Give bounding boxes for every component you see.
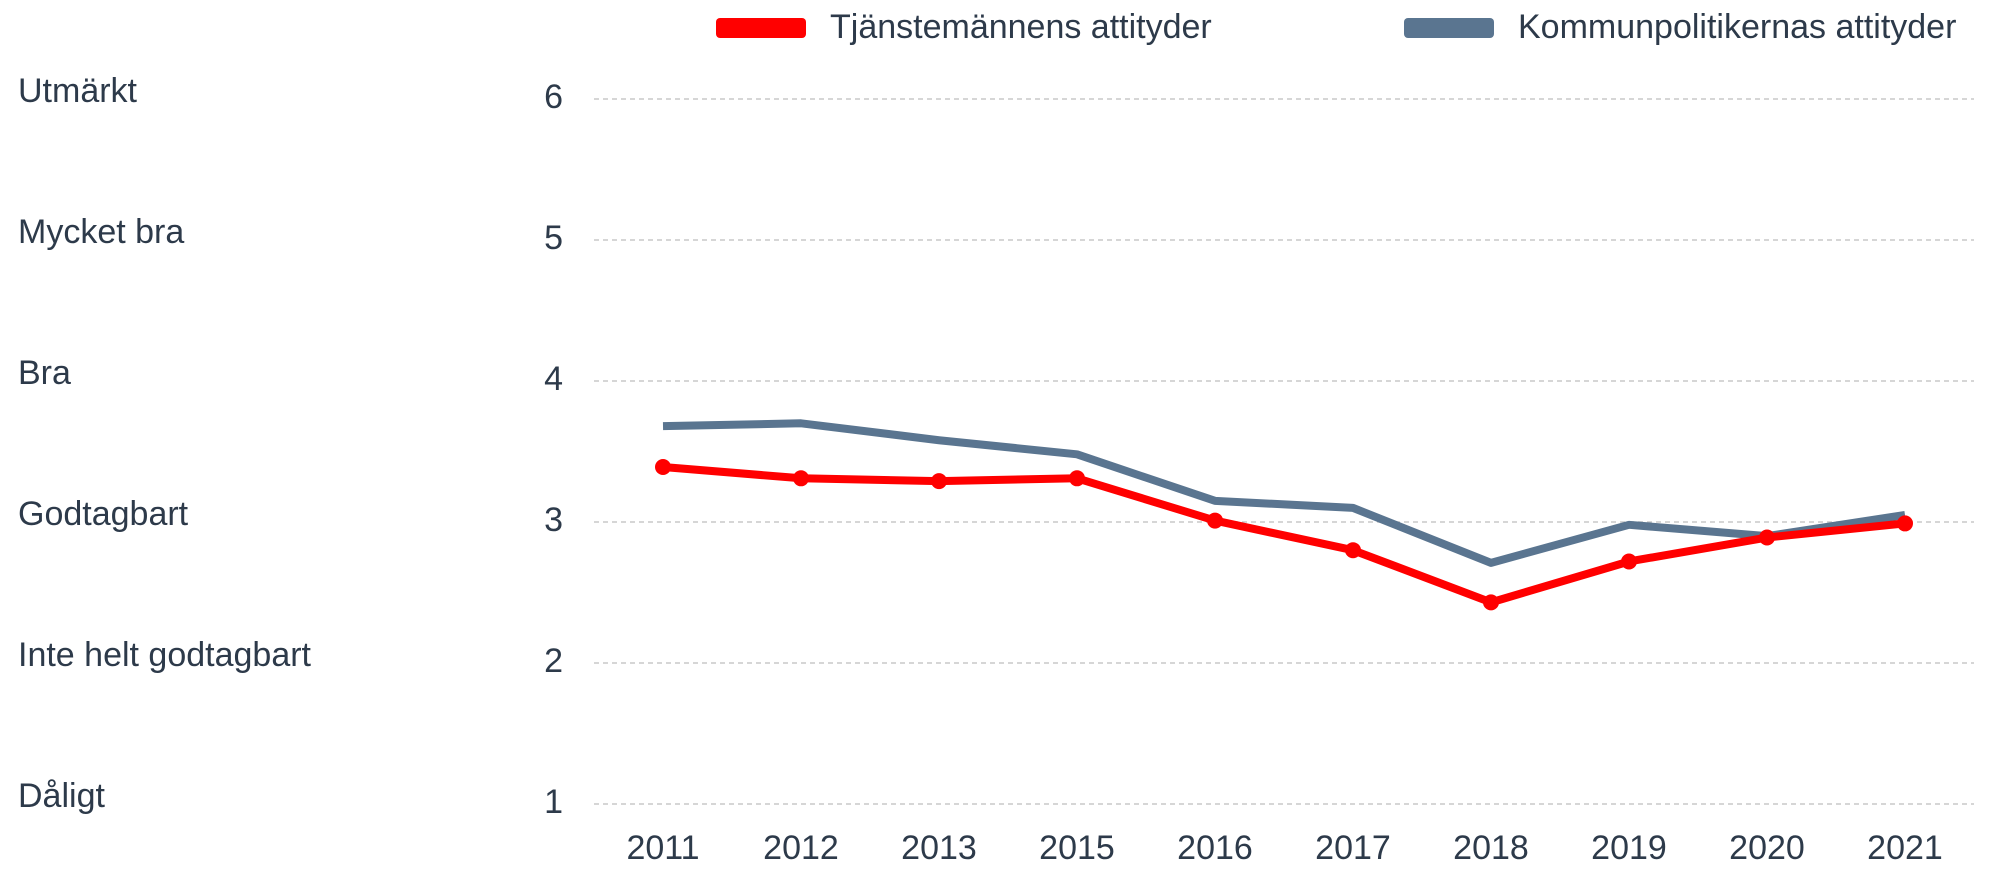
legend-label: Kommunpolitikernas attityder [1518, 8, 1956, 46]
y-tick-label: 6 [544, 78, 563, 116]
point-marker [1345, 542, 1361, 559]
x-tick-label: 2021 [1867, 829, 1943, 867]
series-line [662, 419, 1906, 567]
y-tick-description: Bra [18, 354, 71, 392]
point-marker [793, 470, 809, 487]
y-tick-description: Inte helt godtagbart [18, 636, 312, 674]
x-tick-label: 2012 [763, 829, 839, 867]
series-line [662, 463, 1906, 607]
point-marker [931, 473, 947, 490]
y-tick-label: 4 [544, 360, 563, 398]
y-tick-label: 1 [544, 783, 563, 821]
point-marker [1483, 594, 1499, 611]
x-tick-label: 2019 [1591, 829, 1667, 867]
y-tick-description: Dåligt [18, 777, 105, 815]
x-tick-label: 2018 [1453, 829, 1529, 867]
y-tick-label: 5 [544, 219, 563, 257]
x-tick-label: 2011 [626, 829, 699, 867]
point-marker [1207, 512, 1223, 529]
x-tick-label: 2017 [1315, 829, 1391, 867]
point-marker [655, 459, 671, 476]
point-marker [1069, 470, 1085, 487]
legend-swatch [1404, 18, 1494, 38]
point-marker [1897, 515, 1913, 532]
point-marker [1759, 529, 1775, 546]
y-tick-description: Utmärkt [18, 72, 138, 110]
x-tick-label: 2013 [901, 829, 977, 867]
y-tick-label: 3 [544, 501, 563, 539]
x-tick-label: 2015 [1039, 829, 1115, 867]
y-tick-label: 2 [544, 642, 563, 680]
x-tick-label: 2020 [1729, 829, 1805, 867]
legend-label: Tjänstemännens attityder [830, 8, 1212, 46]
point-marker [1621, 553, 1637, 570]
y-tick-description: Godtagbart [18, 495, 189, 533]
y-tick-description: Mycket bra [18, 213, 184, 251]
x-tick-label: 2016 [1177, 829, 1253, 867]
legend-swatch [716, 18, 806, 38]
